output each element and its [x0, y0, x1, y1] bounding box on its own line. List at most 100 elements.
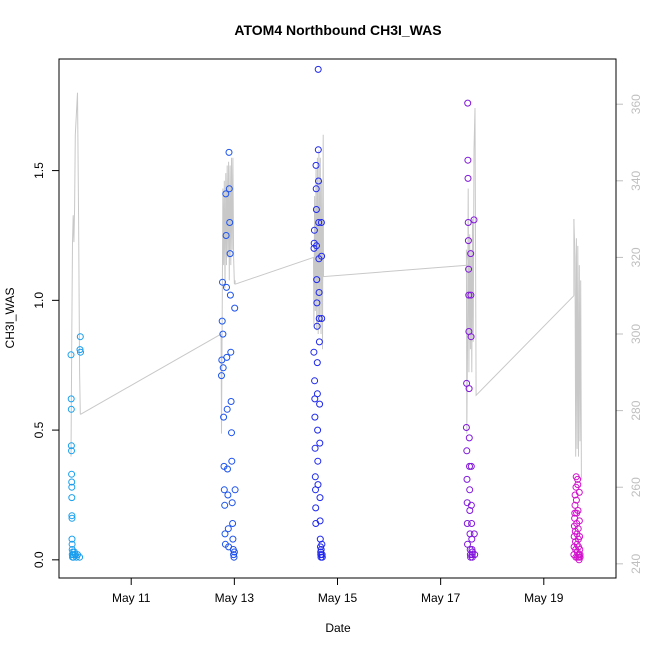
data-point [576, 553, 584, 561]
data-point [223, 405, 231, 413]
data-point [318, 540, 326, 548]
data-point [311, 413, 319, 421]
data-point [68, 540, 76, 548]
data-point [316, 400, 324, 408]
data-point [467, 333, 475, 341]
data-point [67, 351, 75, 359]
data-point [310, 226, 318, 234]
data-point [67, 405, 75, 413]
data-point [464, 174, 472, 182]
x-tick-label: May 17 [421, 591, 461, 605]
data-point [227, 398, 235, 405]
data-point [318, 315, 326, 322]
data-point [468, 520, 476, 527]
plot-frame [58, 58, 617, 579]
data-point [572, 496, 580, 504]
data-point [464, 219, 472, 226]
data-point [313, 276, 321, 284]
y-tick-label: 1.0 [32, 292, 46, 309]
data-point [317, 219, 325, 226]
data-point [464, 237, 472, 245]
data-point [315, 315, 323, 322]
data-point [224, 491, 232, 499]
data-point [467, 250, 475, 258]
y-tick-label: 0.0 [32, 551, 46, 568]
data-point [230, 553, 238, 561]
data-point [222, 190, 230, 198]
data-point [313, 242, 320, 250]
x-tick-label: May 15 [318, 591, 358, 605]
data-point [471, 551, 479, 559]
data-point [312, 185, 320, 193]
data-point [462, 424, 470, 431]
data-point [76, 553, 84, 561]
data-point [575, 517, 583, 525]
data-point [315, 289, 323, 296]
data-point [230, 548, 238, 556]
data-point [226, 219, 234, 226]
data-point [225, 185, 233, 193]
data-point [231, 486, 239, 494]
data-point [313, 359, 321, 367]
data-point [467, 291, 475, 299]
data-point [229, 535, 237, 543]
data-point [315, 219, 323, 226]
data-point [310, 348, 318, 356]
data-point [219, 278, 226, 286]
data-point [218, 372, 225, 380]
data-point [576, 533, 584, 540]
data-point [467, 501, 475, 509]
data-point [220, 486, 228, 494]
data-point [67, 395, 75, 403]
data-point [226, 250, 234, 258]
data-point [228, 499, 236, 507]
data-point [316, 439, 324, 447]
data-point [77, 348, 84, 356]
data-point [463, 520, 471, 527]
data-point [314, 457, 322, 465]
data-point [315, 338, 323, 346]
series-line-bridge [80, 333, 222, 415]
data-point [223, 353, 231, 361]
data-points-layer [67, 65, 584, 564]
data-point [576, 546, 584, 553]
data-point [68, 483, 76, 491]
series-line-flight-1 [70, 92, 81, 457]
series-line-bridge [465, 249, 470, 266]
y2-tick-label: 280 [629, 400, 643, 420]
data-point [576, 551, 584, 559]
data-point [314, 146, 322, 154]
data-point [67, 442, 75, 450]
data-point [574, 475, 582, 483]
y-tick-label: 1.5 [32, 162, 46, 179]
data-point [574, 507, 582, 514]
data-point [468, 551, 476, 559]
chart-title: ATOM4 Northbound CH3I_WAS [234, 22, 441, 38]
data-point [76, 333, 84, 341]
y2-tick-label: 360 [629, 94, 643, 114]
y2-tick-label: 320 [629, 247, 643, 267]
data-point [311, 444, 319, 452]
axes: May 11 May 13 May 15 May 17 May 19 0.0 0.5 1.0 1… [32, 94, 643, 605]
data-point [317, 546, 325, 553]
data-point [316, 517, 324, 525]
data-point [68, 478, 76, 486]
data-point [68, 514, 76, 522]
y2-tick-label: 340 [629, 170, 643, 190]
data-point [470, 216, 478, 224]
data-point [68, 535, 76, 543]
data-point [227, 348, 235, 356]
data-point [68, 447, 75, 455]
data-point [76, 346, 84, 354]
series-line-flight-4 [465, 107, 575, 434]
data-point [231, 304, 239, 312]
data-point [464, 99, 472, 107]
data-point [316, 494, 324, 502]
data-point [318, 553, 326, 561]
data-point [465, 434, 473, 442]
y-tick-label: 0.5 [32, 421, 46, 438]
data-point [228, 429, 235, 437]
data-point [467, 462, 475, 470]
data-point [574, 481, 582, 489]
